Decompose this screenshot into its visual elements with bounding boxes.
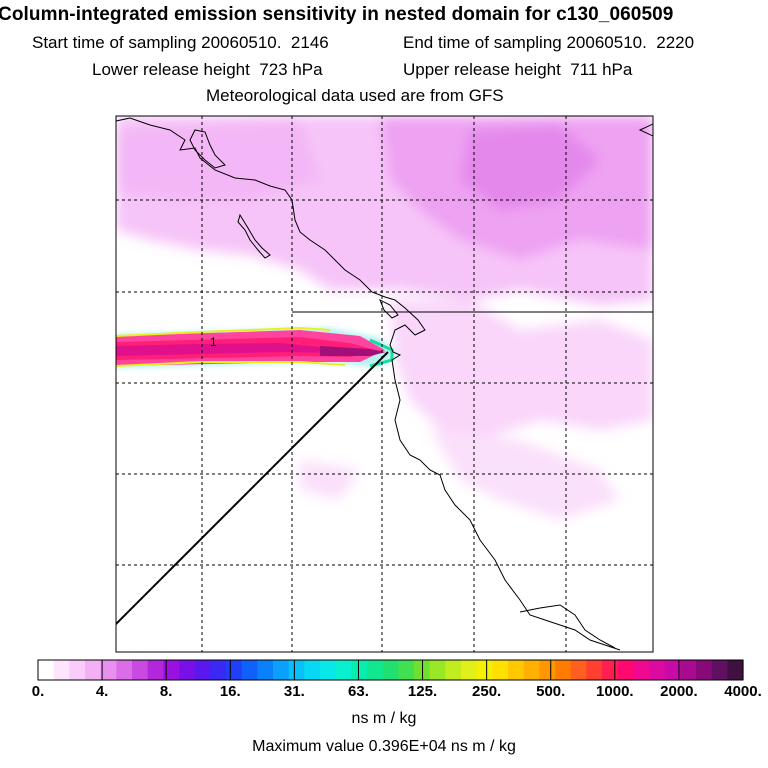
- colorbar-swatch: [617, 660, 634, 680]
- colorbar-swatch: [586, 660, 603, 680]
- colorbar-swatch: [398, 660, 415, 680]
- colorbar-swatch: [461, 660, 478, 680]
- colorbar-label: 1000.: [596, 683, 634, 700]
- colorbar-swatch: [288, 660, 305, 680]
- colorbar-swatch: [163, 660, 180, 680]
- colorbar-swatch: [179, 660, 196, 680]
- colorbar-swatch: [53, 660, 70, 680]
- lower-height-label: Lower release height 723 hPa: [92, 60, 323, 79]
- colorbar-swatch: [664, 660, 681, 680]
- colorbar-swatch: [320, 660, 337, 680]
- colorbar-label: 4000.: [724, 683, 762, 700]
- colorbar-swatch: [194, 660, 211, 680]
- colorbar-swatch: [304, 660, 321, 680]
- colorbar: [37, 659, 744, 681]
- colorbar-swatch: [429, 660, 446, 680]
- colorbar-label: 4.: [95, 683, 109, 700]
- colorbar-label: 31.: [283, 683, 305, 700]
- colorbar-swatch: [147, 660, 164, 680]
- colorbar-swatch: [555, 660, 572, 680]
- colorbar-swatch: [241, 660, 258, 680]
- colorbar-label: 16.: [219, 683, 241, 700]
- colorbar-swatch: [727, 660, 744, 680]
- colorbar-swatch: [382, 660, 399, 680]
- map-frame: [115, 115, 654, 653]
- start-time-label: Start time of sampling 20060510. 2146: [32, 33, 329, 52]
- colorbar-label: 0.: [31, 683, 45, 700]
- maximum-value-label: Maximum value 0.396E+04 ns m / kg: [252, 738, 516, 755]
- upper-height-label: Upper release height 711 hPa: [403, 60, 633, 79]
- colorbar-swatch: [649, 660, 666, 680]
- colorbar-swatch: [226, 660, 243, 680]
- plot-title: Column-integrated emission sensitivity i…: [0, 4, 674, 25]
- colorbar-swatch: [351, 660, 368, 680]
- colorbar-label: 125.: [407, 683, 438, 700]
- colorbar-label: 2000.: [660, 683, 698, 700]
- trajectory-line: [116, 351, 389, 625]
- coastline: [116, 117, 653, 651]
- colorbar-swatch: [116, 660, 133, 680]
- colorbar-swatch: [508, 660, 525, 680]
- colorbar-label: 63.: [348, 683, 369, 700]
- colorbar-swatch: [602, 660, 619, 680]
- colorbar-label: 250.: [472, 683, 502, 700]
- colorbar-swatch: [335, 660, 352, 680]
- colorbar-swatch: [210, 660, 227, 680]
- colorbar-swatch: [100, 660, 117, 680]
- end-time-label: End time of sampling 20060510. 2220: [403, 33, 695, 52]
- colorbar-swatch: [476, 660, 493, 680]
- colorbar-border: [37, 659, 744, 681]
- colorbar-swatch: [696, 660, 713, 680]
- colorbar-label: 500.: [536, 683, 566, 700]
- release-marker: 1: [210, 335, 217, 349]
- sensitivity-field: [116, 116, 653, 520]
- colorbar-swatch: [273, 660, 290, 680]
- colorbar-swatch: [680, 660, 697, 680]
- colorbar-swatch: [132, 660, 149, 680]
- colorbar-swatch: [367, 660, 384, 680]
- colorbar-label: 8.: [159, 683, 173, 700]
- colorbar-swatch: [570, 660, 587, 680]
- colorbar-swatch: [539, 660, 556, 680]
- colorbar-swatch: [711, 660, 728, 680]
- colorbar-swatch: [445, 660, 462, 680]
- met-data-label: Meteorological data used are from GFS: [206, 86, 504, 105]
- emission-plume: [116, 326, 398, 368]
- graticule: [116, 116, 653, 652]
- colorbar-swatch: [38, 660, 55, 680]
- colorbar-swatch: [633, 660, 650, 680]
- colorbar-swatch: [523, 660, 540, 680]
- colorbar-swatch: [85, 660, 102, 680]
- colorbar-swatch: [257, 660, 274, 680]
- colorbar-swatch: [492, 660, 509, 680]
- colorbar-swatch: [69, 660, 86, 680]
- colorbar-units: ns m / kg: [351, 710, 417, 727]
